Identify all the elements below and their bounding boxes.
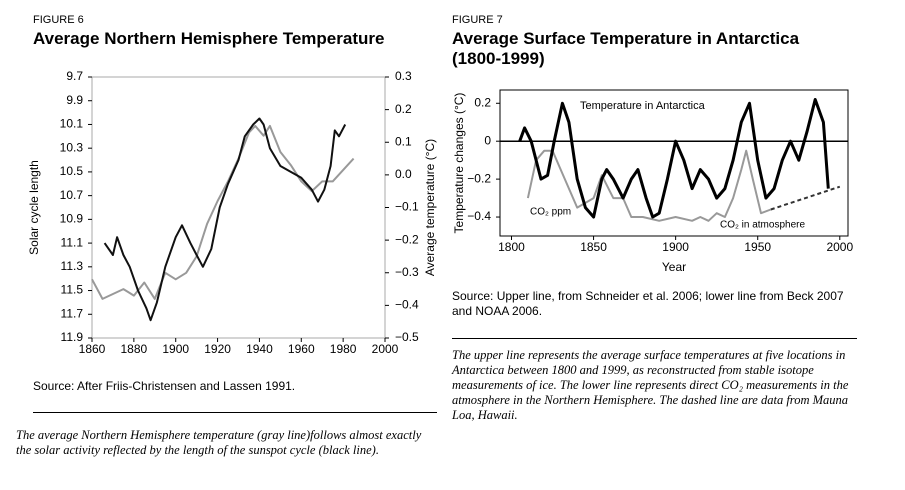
- figure-label: FIGURE 7: [452, 14, 503, 26]
- annotation: CO₂ in atmosphere: [720, 220, 805, 231]
- figure-title: Average Northern Hemisphere Temperature: [33, 29, 385, 48]
- series-line: [103, 117, 347, 322]
- y-tick-label: 10.5: [60, 164, 84, 178]
- y-tick-label: 11.5: [61, 283, 84, 297]
- y-tick-label: 11.9: [61, 330, 84, 344]
- annotation: Temperature in Antarctica: [580, 100, 706, 112]
- series-line: [770, 185, 841, 211]
- y-tick-label: −0.2: [467, 171, 491, 185]
- y-tick-label: 10.7: [60, 188, 84, 202]
- y2-tick-label: 0.3: [395, 69, 412, 83]
- y2-tick-label: −0.1: [395, 200, 419, 214]
- y2-tick-label: −0.5: [395, 330, 419, 344]
- plot-frame: [91, 76, 386, 339]
- x-tick-label: 1900: [162, 342, 189, 356]
- x-tick-label: 1920: [204, 342, 231, 356]
- divider: [33, 412, 437, 413]
- y2-tick-label: 0.2: [395, 102, 412, 116]
- x-tick-label: 1850: [580, 240, 607, 254]
- x-tick-label: 1800: [498, 240, 525, 254]
- source: Source: Upper line, from Schneider et al…: [452, 289, 844, 318]
- y-tick-label: 10.9: [60, 212, 84, 226]
- figure-title: Average Surface Temperature in Antarctic…: [452, 29, 800, 48]
- series-line: [518, 98, 830, 219]
- y2-tick-label: −0.4: [395, 298, 419, 312]
- plot-frame: [499, 89, 849, 237]
- annotation: CO₂ ppm: [530, 207, 571, 218]
- x-tick-label: 1940: [246, 342, 273, 356]
- y-tick-label: −0.4: [467, 209, 491, 223]
- x-tick-label: 1950: [744, 240, 771, 254]
- caption: The upper line represents the average su…: [452, 348, 849, 422]
- y2-tick-label: −0.2: [395, 232, 419, 246]
- y-tick-label: 11.7: [61, 306, 84, 320]
- y-tick-label: 11.1: [61, 235, 84, 249]
- y-tick-label: 0.2: [474, 95, 491, 109]
- y-tick-label: 11.3: [61, 259, 84, 273]
- y2-tick-label: 0.1: [395, 134, 412, 148]
- y-axis-label: Temperature changes (°C): [452, 93, 466, 234]
- x-tick-label: 1880: [121, 342, 148, 356]
- x-tick-label: 1960: [288, 342, 315, 356]
- x-axis-label: Year: [662, 260, 686, 274]
- y-tick-label: 10.1: [60, 117, 84, 131]
- y-tick-label: 9.9: [66, 93, 83, 107]
- caption: The average Northern Hemisphere temperat…: [16, 428, 422, 457]
- y-axis-label: Solar cycle length: [27, 160, 41, 255]
- y2-tick-label: −0.3: [395, 265, 419, 279]
- figure-label: FIGURE 6: [33, 14, 84, 26]
- series-line: [526, 149, 772, 222]
- x-tick-label: 2000: [372, 342, 399, 356]
- y2-axis-label: Average temperature (°C): [423, 139, 437, 276]
- y-tick-label: 9.7: [66, 69, 83, 83]
- x-tick-label: 1900: [662, 240, 689, 254]
- y-tick-label: 10.3: [60, 140, 84, 154]
- x-tick-label: 2000: [826, 240, 853, 254]
- figure-subtitle: (1800-1999): [452, 49, 545, 68]
- y2-tick-label: 0.0: [395, 167, 412, 181]
- divider: [452, 338, 857, 339]
- y-tick-label: 0: [484, 133, 491, 147]
- x-tick-label: 1860: [79, 342, 106, 356]
- source: Source: After Friis-Christensen and Lass…: [33, 379, 296, 393]
- x-tick-label: 1980: [330, 342, 357, 356]
